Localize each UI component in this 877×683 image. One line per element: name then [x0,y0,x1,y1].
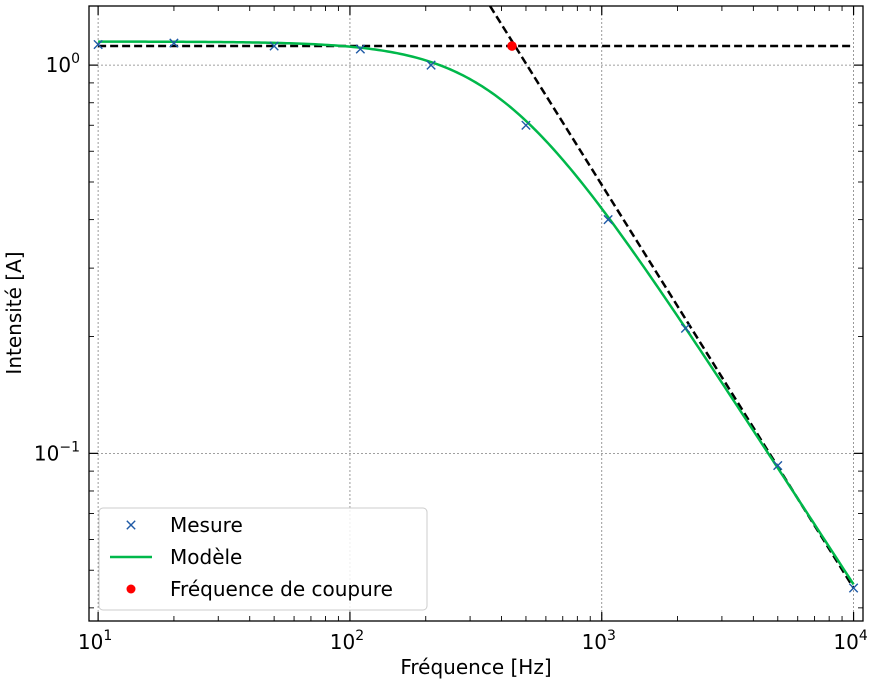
series-mesure-point [169,38,179,48]
series-mesure-point [426,60,436,70]
series-mesure-point [603,214,613,225]
y-axis-label: Intensité [A] [2,251,26,374]
legend-swatch-coupure [126,584,136,594]
legend-label-mesure: Mesure [170,513,243,537]
series-mesure-point [773,460,783,471]
series-mesure-point [355,44,366,54]
x-axis-label: Fréquence [Hz] [400,655,551,679]
y-tick-label: 100 [46,51,80,77]
series-coupure-point [507,41,517,51]
x-tick-label: 101 [78,628,112,654]
x-tick-label: 103 [582,628,616,654]
legend-label-coupure: Fréquence de coupure [170,577,393,601]
series-modele-line [98,40,855,586]
ticks [89,6,863,621]
x-tick-label: 102 [330,628,364,654]
legend-label-modele: Modèle [170,545,242,569]
series-mesure-point [93,39,103,50]
series-mesure-point [680,323,691,333]
legend-box [98,507,428,611]
legend: Mesure Modèle Fréquence de coupure [98,507,428,611]
plot-frame [88,5,864,622]
legend-swatch-mesure [126,520,136,530]
series-mesure-point [269,41,279,51]
series-mesure-point [848,583,859,593]
y-tick-label: 10−1 [34,439,80,465]
series-mesure-point [521,120,531,130]
x-tick-label: 104 [833,628,867,654]
